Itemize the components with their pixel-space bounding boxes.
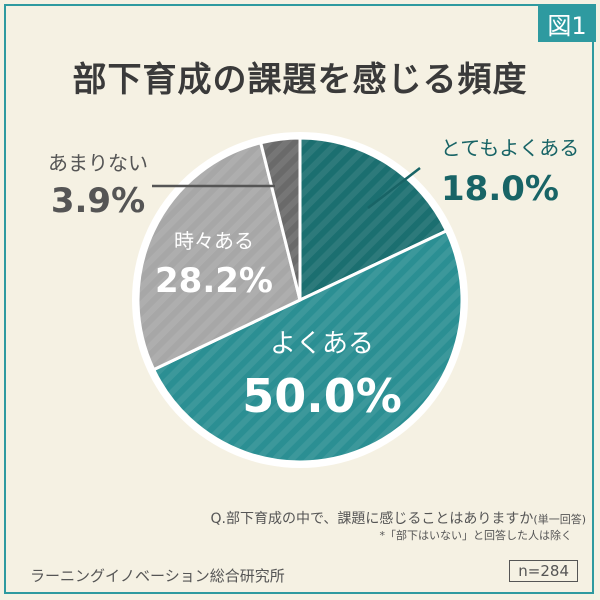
slice-value-rarely: 3.9% <box>51 181 145 221</box>
answer-type: (単一回答) <box>533 513 586 526</box>
slice-value-very-often: 18.0% <box>441 169 559 209</box>
question-note: Q.部下育成の中で、課題に感じることはありますか(単一回答) <box>210 508 586 528</box>
pie-slice-texture-sometimes <box>138 142 300 370</box>
pie-slice-texture-rarely <box>260 138 300 300</box>
chart-title: 部下育成の課題を感じる頻度 <box>72 60 528 100</box>
slice-label-sometimes: 時々ある <box>174 229 254 253</box>
slice-label-very-often: とてもよくある <box>441 136 579 160</box>
figure-frame <box>4 4 594 594</box>
slice-label-rarely: あまりない <box>48 151 148 175</box>
slice-value-sometimes: 28.2% <box>155 261 273 301</box>
slice-label-often: よくある <box>270 329 374 359</box>
figure-badge: 図1 <box>538 4 596 42</box>
leader-line-very-often <box>367 167 421 209</box>
question-text: Q.部下育成の中で、課題に感じることはありますか <box>210 511 534 527</box>
pie-slice-texture-very-often <box>300 138 447 300</box>
sample-size: n=284 <box>509 560 578 582</box>
exclusion-note: *「部下はいない」と回答した人は除く <box>379 529 573 542</box>
slice-value-often: 50.0% <box>242 369 402 423</box>
source-label: ラーニングイノベーション総合研究所 <box>30 567 285 585</box>
pie-slice-texture-often <box>153 230 463 463</box>
